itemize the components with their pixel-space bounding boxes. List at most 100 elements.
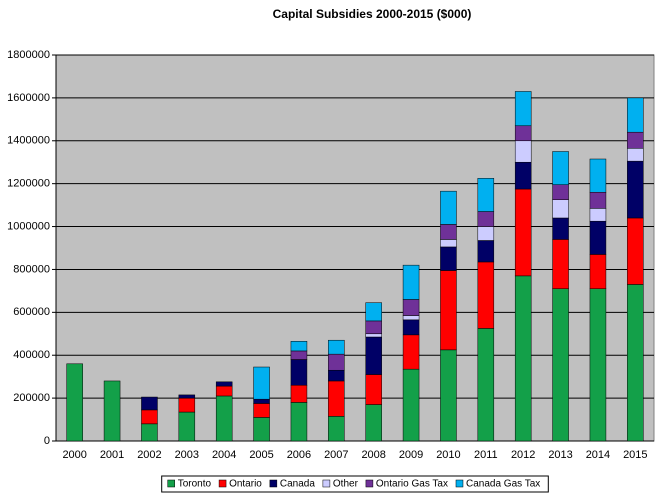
- legend-label: Canada: [280, 479, 315, 490]
- bar-segment: [627, 148, 644, 162]
- bar-segment: [402, 334, 420, 370]
- x-tick-label: 2008: [361, 449, 385, 461]
- bar-segment: [477, 261, 495, 329]
- x-tick-label: 2005: [249, 449, 273, 461]
- bar-segment: [552, 151, 569, 185]
- bar-segment: [440, 246, 457, 271]
- legend-swatch: [167, 479, 175, 488]
- bar-segment: [402, 264, 420, 300]
- x-tick-label: 2003: [175, 449, 199, 461]
- bar-segment: [178, 394, 196, 399]
- legend-swatch: [269, 479, 278, 488]
- bar-segment: [402, 299, 420, 316]
- bar-segment: [589, 191, 607, 209]
- bar-segment: [440, 190, 457, 225]
- bar-segment: [589, 220, 607, 255]
- x-tick-label: 2009: [399, 449, 423, 461]
- legend-swatch: [218, 479, 227, 488]
- bar-segment: [589, 254, 607, 289]
- legend: Toronto Ontario Canada Other Ontario Gas Tax…: [161, 475, 549, 493]
- legend-label: Other: [333, 479, 359, 490]
- bar-segment: [328, 380, 345, 417]
- bar-segment: [552, 184, 569, 201]
- bar-segment: [290, 384, 308, 403]
- legend-swatch: [322, 479, 331, 488]
- bar-segment: [552, 239, 569, 289]
- y-tick-label: 1000000: [7, 220, 50, 232]
- x-tick-label: 2012: [511, 449, 535, 461]
- bar-segment: [328, 416, 345, 442]
- bar-segment: [215, 381, 233, 387]
- bar-segment: [402, 319, 420, 336]
- legend-label: Toronto: [178, 479, 212, 490]
- bar-segment: [627, 160, 644, 219]
- y-tick-label: 400000: [13, 349, 50, 361]
- bar-segment: [365, 320, 382, 335]
- bar-segment: [552, 217, 569, 240]
- bar-segment: [440, 270, 457, 351]
- bar-segment: [141, 396, 158, 411]
- bar-segment: [477, 211, 495, 227]
- legend-box: [161, 475, 549, 493]
- x-tick-label: 2007: [324, 449, 348, 461]
- bar-segment: [627, 217, 644, 285]
- bar-segment: [290, 350, 308, 360]
- y-tick-label: 600000: [13, 306, 50, 318]
- x-tick-label: 2002: [137, 449, 161, 461]
- bar-segment: [440, 349, 457, 442]
- bar-segment: [365, 404, 382, 442]
- bar-segment: [103, 380, 121, 442]
- bar-segment: [141, 423, 158, 442]
- x-tick-label: 2014: [586, 449, 610, 461]
- bar-segment: [253, 398, 270, 404]
- legend-label: Canada Gas Tax: [466, 479, 540, 490]
- bar-segment: [514, 275, 532, 442]
- bar-segment: [215, 395, 233, 442]
- bar-segment: [514, 140, 532, 163]
- bar-segment: [290, 341, 308, 352]
- x-tick-label: 2006: [287, 449, 311, 461]
- x-tick-label: 2013: [548, 449, 572, 461]
- x-tick-label: 2015: [623, 449, 647, 461]
- bar-segment: [328, 369, 345, 382]
- x-tick-label: 2010: [436, 449, 460, 461]
- bar-segment: [328, 353, 345, 371]
- bar-segment: [627, 131, 644, 149]
- y-tick-label: 800000: [13, 263, 50, 275]
- bar-segment: [365, 302, 382, 322]
- bar-segment: [589, 158, 607, 193]
- bar-segment: [440, 224, 457, 240]
- legend-swatch: [365, 479, 374, 488]
- bar-segment: [477, 178, 495, 212]
- bar-segment: [552, 288, 569, 442]
- bar-segment: [253, 403, 270, 418]
- legend-swatch: [455, 479, 464, 488]
- bar-segment: [66, 363, 83, 442]
- legend-label: Ontario Gas Tax: [376, 479, 448, 490]
- legend-label: Ontario: [229, 479, 262, 490]
- bar-segment: [141, 409, 158, 425]
- x-tick-label: 2004: [212, 449, 236, 461]
- bar-segment: [514, 161, 532, 190]
- bar-segment: [365, 336, 382, 375]
- bar-segment: [365, 333, 382, 338]
- y-tick-label: 1200000: [7, 178, 50, 190]
- bar-segment: [627, 284, 644, 442]
- bar-segment: [178, 397, 196, 413]
- bar-segment: [253, 417, 270, 442]
- x-tick-label: 2001: [100, 449, 124, 461]
- bar-segment: [290, 402, 308, 442]
- bar-segment: [589, 288, 607, 442]
- bar-segment: [514, 188, 532, 277]
- y-tick-label: 200000: [13, 392, 50, 404]
- x-tick-label: 2011: [474, 449, 498, 461]
- bar-segment: [253, 366, 270, 400]
- bar-segment: [477, 328, 495, 442]
- bar-segment: [328, 339, 345, 355]
- bar-segment: [514, 91, 532, 127]
- bar-segment: [627, 97, 644, 133]
- bar-segment: [589, 208, 607, 222]
- bar-segment: [178, 411, 196, 442]
- chart-title: Capital Subsidies 2000-2015 ($000): [273, 7, 472, 21]
